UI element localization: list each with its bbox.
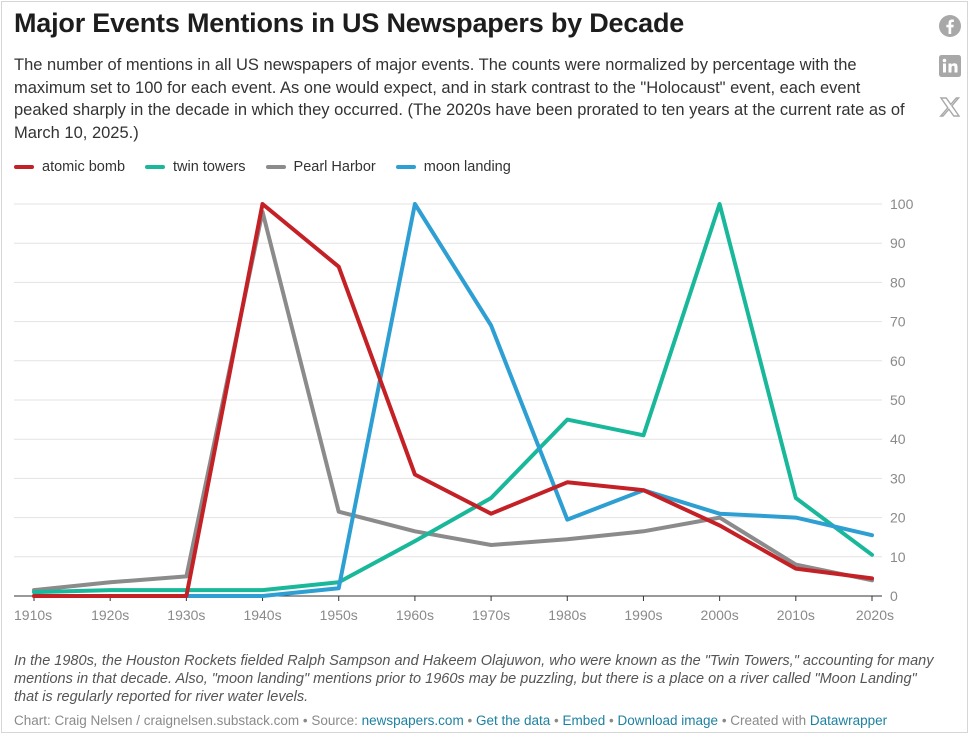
x-tick-label: 1910s	[14, 607, 52, 623]
x-tick-label: 1920s	[91, 607, 129, 623]
x-tick-label: 1940s	[243, 607, 281, 623]
y-tick-label: 100	[890, 196, 914, 212]
y-tick-label: 50	[890, 392, 906, 408]
datawrapper-link[interactable]: Datawrapper	[809, 713, 888, 728]
x-icon[interactable]	[938, 95, 962, 119]
legend-swatch	[395, 165, 416, 169]
footer-separator: •	[463, 713, 476, 728]
legend: atomic bomb twin towers Pearl Harbor moon l…	[14, 159, 511, 175]
x-tick-label: 1930s	[167, 607, 205, 623]
x-tick-label: 2020s	[856, 607, 894, 623]
y-tick-label: 40	[890, 431, 906, 447]
chart-footer: Chart: Craig Nelsen / craignelsen.substa…	[14, 713, 887, 728]
series-line-pearl-harbor	[32, 209, 874, 593]
legend-swatch	[265, 165, 286, 169]
footer-separator: •	[550, 713, 563, 728]
footer-credit: Chart: Craig Nelsen / craignelsen.substa…	[14, 713, 300, 728]
x-tick-label: 1980s	[548, 607, 586, 623]
y-tick-label: 30	[890, 470, 906, 486]
y-tick-label: 0	[890, 588, 898, 604]
legend-label: Pearl Harbor	[293, 159, 376, 175]
x-tick-label: 2000s	[701, 607, 739, 623]
footer-separator: •	[605, 713, 618, 728]
legend-swatch	[14, 165, 34, 169]
legend-item: Pearl Harbor	[265, 159, 376, 175]
chart-title: Major Events Mentions in US Newspapers b…	[14, 8, 685, 38]
x-tick-label: 1970s	[472, 607, 510, 623]
x-tick-label: 1950s	[320, 607, 358, 623]
footer-source-label: Source:	[311, 713, 362, 728]
legend-item: twin towers	[145, 159, 246, 175]
facebook-icon[interactable]	[938, 14, 962, 38]
y-tick-label: 20	[890, 510, 906, 526]
legend-item: atomic bomb	[14, 159, 125, 175]
legend-swatch	[145, 165, 166, 169]
legend-label: atomic bomb	[42, 159, 126, 175]
series-line-twin-towers	[32, 202, 874, 595]
chart-notes: In the 1980s, the Houston Rockets fielde…	[14, 653, 934, 705]
get-data-link[interactable]: Get the data	[475, 713, 551, 728]
download-image-link[interactable]: Download image	[617, 713, 719, 728]
source-link[interactable]: newspapers.com	[361, 713, 464, 728]
legend-item: moon landing	[395, 159, 511, 175]
footer-created-with: Created with	[730, 713, 810, 728]
x-tick-label: 1990s	[624, 607, 662, 623]
linkedin-icon[interactable]	[938, 54, 962, 78]
y-tick-label: 80	[890, 274, 906, 290]
y-tick-label: 10	[890, 549, 906, 565]
footer-separator: •	[299, 713, 312, 728]
series-line-atomic-bomb	[32, 202, 874, 598]
y-tick-label: 60	[890, 353, 906, 369]
footer-separator: •	[718, 713, 731, 728]
line-chart: 0 10 20 30 40 50 60 70 80 90 100 1910s 1920s 1930s 194…	[14, 196, 914, 623]
embed-link[interactable]: Embed	[562, 713, 606, 728]
y-tick-label: 70	[890, 314, 906, 330]
x-tick-label: 1960s	[396, 607, 434, 623]
x-tick-label: 2010s	[777, 607, 815, 623]
legend-label: twin towers	[173, 159, 246, 175]
legend-label: moon landing	[423, 159, 511, 175]
chart-subtitle: The number of mentions in all US newspap…	[14, 56, 905, 142]
y-tick-label: 90	[890, 235, 906, 251]
